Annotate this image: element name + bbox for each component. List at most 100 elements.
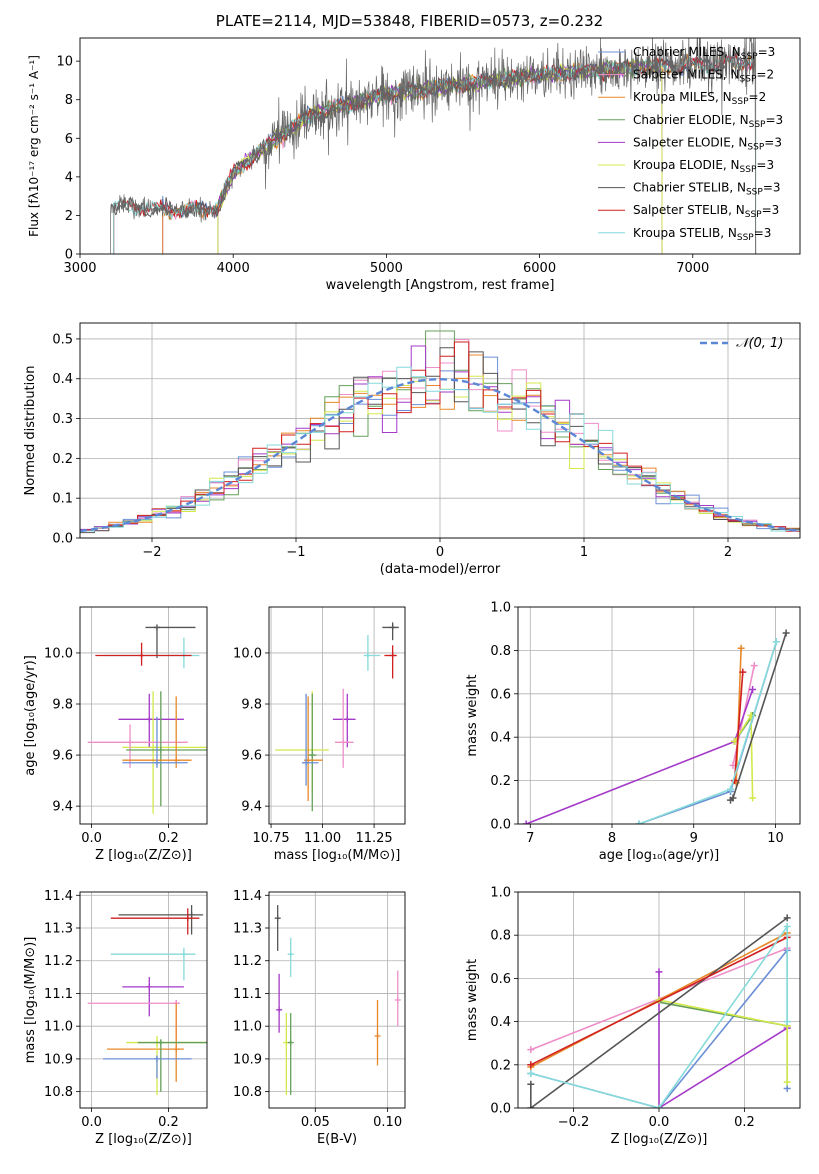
y-tick-label: 9.6 [241, 749, 262, 764]
y-tick-label: 11.1 [44, 987, 73, 1002]
y-tick-label: 0 [65, 248, 73, 263]
chart-weight-vs-Z: −0.2 0.0 0.2 0.0 0.2 0.4 0.6 0.8 1.0 Z [log₁₀(Z/Z… [465, 886, 801, 1147]
data-point-marker [655, 968, 663, 976]
chart-age-vs-Z: 0.0 0.2 9.4 9.6 9.8 10.0 Z [log₁₀(Z/Z⊙)] age [l… [23, 606, 208, 863]
axes-frame [517, 891, 801, 1109]
y-tick-label: 0.6 [490, 972, 511, 987]
axes-frame [268, 891, 406, 1109]
legend-label: Chabrier STELIB, NSSP=3 [633, 181, 781, 198]
data-point-marker [157, 1039, 164, 1046]
x-axis-label: Z [log₁₀(Z/Z⊙)] [95, 1132, 192, 1147]
y-tick-label: 0.4 [490, 1015, 511, 1030]
y-tick-label: 0.2 [52, 452, 73, 467]
y-tick-label: 0.8 [490, 644, 511, 659]
y-tick-label: 9.6 [52, 749, 73, 764]
data-point-marker [389, 624, 396, 631]
y-axis-label: age [log₁₀(age/yr)] [23, 655, 38, 776]
x-tick-label: 7 [526, 831, 534, 846]
data-point-marker [287, 951, 294, 958]
residual-histogram [80, 330, 800, 532]
x-tick-label: 11.00 [304, 831, 341, 846]
y-tick-label: 6 [65, 132, 73, 147]
data-point-marker [344, 716, 351, 723]
data-point-marker [527, 1069, 535, 1077]
y-tick-label: 10 [56, 55, 73, 70]
y-tick-label: 11.2 [44, 954, 73, 969]
x-tick-label: 11.25 [355, 831, 392, 846]
data-point-marker [655, 1104, 663, 1108]
residual-histogram [80, 366, 800, 532]
x-tick-label: 6000 [523, 261, 556, 276]
data-point-marker [173, 1046, 180, 1053]
data-point-marker [180, 951, 187, 958]
x-tick-label: 8 [608, 831, 616, 846]
legend-label: Salpeter STELIB, NSSP=3 [633, 203, 779, 220]
mass-weight-line [658, 999, 788, 1083]
x-tick-label: 0.0 [649, 1115, 670, 1130]
y-tick-label: 10.9 [233, 1052, 262, 1067]
mass-weight-line [525, 689, 754, 824]
data-point-marker [727, 785, 735, 793]
x-tick-label: 0.0 [81, 831, 102, 846]
legend-label: Salpeter MILES, NSSP=2 [633, 68, 774, 85]
mass-weight-line [638, 641, 778, 824]
data-point-marker [635, 820, 643, 824]
data-point-marker [364, 652, 371, 659]
x-tick-label: 0.2 [158, 1115, 179, 1130]
y-tick-label: 9.8 [52, 698, 73, 713]
axes-frame [268, 606, 406, 825]
data-point-marker [739, 668, 747, 676]
x-tick-label: 0.05 [301, 1115, 330, 1130]
x-tick-label: 0.2 [158, 831, 179, 846]
data-point-marker [737, 644, 745, 652]
data-point-marker [783, 914, 791, 922]
y-tick-label: 0.1 [52, 492, 73, 507]
plot-area [522, 629, 790, 824]
plot-area [110, 38, 757, 254]
y-tick-label: 10.8 [44, 1085, 73, 1100]
x-tick-label: 10.75 [252, 831, 289, 846]
data-point-marker [276, 1006, 283, 1013]
legend-label: Chabrier MILES, NSSP=3 [633, 45, 775, 62]
y-tick-label: 0.2 [490, 774, 511, 789]
x-tick-label: 5000 [370, 261, 403, 276]
y-tick-label: 9.8 [241, 698, 262, 713]
plot-area [527, 914, 791, 1108]
data-point-marker [527, 1046, 535, 1054]
data-point-marker [153, 1055, 160, 1062]
y-tick-label: 8 [65, 93, 73, 108]
plot-area [87, 624, 207, 814]
y-tick-label: 1.0 [490, 601, 511, 616]
data-point-marker [287, 1039, 294, 1046]
y-tick-label: 10.0 [233, 646, 262, 661]
x-tick-label: 9 [690, 831, 698, 846]
page-title: PLATE=2114, MJD=53848, FIBERID=0573, z=0… [215, 12, 604, 30]
x-tick-label: 0.0 [81, 1115, 102, 1130]
y-tick-label: 9.4 [241, 800, 262, 815]
data-point-marker [146, 716, 153, 723]
x-axis-label: wavelength [Angstrom, rest frame] [326, 278, 555, 293]
y-tick-label: 11.3 [44, 922, 73, 937]
y-tick-label: 11.1 [233, 987, 262, 1002]
y-tick-label: 10.0 [44, 646, 73, 661]
legend-label: Kroupa MILES, NSSP=2 [633, 90, 766, 107]
data-point-marker [782, 629, 790, 637]
plot-area [275, 622, 399, 812]
axes-frame [79, 891, 208, 1109]
y-tick-label: 2 [65, 209, 73, 224]
x-tick-label: 0.10 [373, 1115, 402, 1130]
mass-weight-line [530, 924, 788, 1108]
y-tick-label: 11.2 [233, 954, 262, 969]
y-tick-label: 11.0 [233, 1020, 262, 1035]
data-point-marker [138, 652, 145, 659]
y-tick-label: 0.2 [490, 1058, 511, 1073]
x-tick-label: −1 [286, 545, 305, 560]
x-axis-label: (data-model)/error [380, 562, 501, 577]
y-tick-label: 11.3 [233, 922, 262, 937]
chart-mass-vs-Z: 0.0 0.2 10.8 10.9 11.0 11.1 11.2 11.3 11.4 Z [log… [23, 889, 208, 1147]
plot-area [87, 905, 207, 1095]
data-point-marker [749, 794, 757, 802]
y-tick-label: 0.3 [52, 412, 73, 427]
x-tick-label: 7000 [676, 261, 709, 276]
